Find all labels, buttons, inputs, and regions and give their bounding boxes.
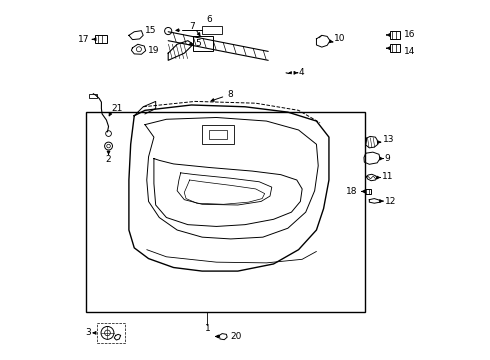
Text: 10: 10 [334, 35, 346, 44]
Text: 15: 15 [145, 26, 156, 35]
Bar [209, 130, 227, 139]
Bar [202, 125, 234, 144]
Text: 9: 9 [385, 154, 391, 163]
Text: 13: 13 [383, 135, 394, 144]
Text: 6: 6 [206, 15, 212, 24]
Bar [202, 26, 222, 33]
Bar [193, 36, 213, 51]
Bar [97, 323, 124, 343]
Text: 18: 18 [346, 187, 358, 196]
Text: 5: 5 [196, 39, 201, 48]
Text: 11: 11 [382, 172, 393, 181]
Text: 8: 8 [227, 90, 233, 99]
Text: 14: 14 [404, 47, 415, 56]
Text: 12: 12 [385, 197, 396, 206]
Bar [365, 189, 371, 194]
Text: 1: 1 [205, 324, 210, 333]
Text: 7: 7 [190, 22, 196, 31]
Bar [390, 44, 400, 52]
Text: 3: 3 [85, 328, 91, 337]
Text: 21: 21 [111, 104, 122, 113]
Text: 4: 4 [298, 68, 304, 77]
Text: 2: 2 [106, 155, 111, 164]
Bar [95, 35, 107, 43]
Text: 19: 19 [148, 46, 159, 55]
Text: 17: 17 [78, 35, 89, 44]
Text: 20: 20 [231, 332, 242, 341]
Bar [89, 94, 97, 98]
Bar [390, 31, 400, 39]
Text: 16: 16 [404, 31, 415, 40]
Bar [86, 112, 365, 312]
